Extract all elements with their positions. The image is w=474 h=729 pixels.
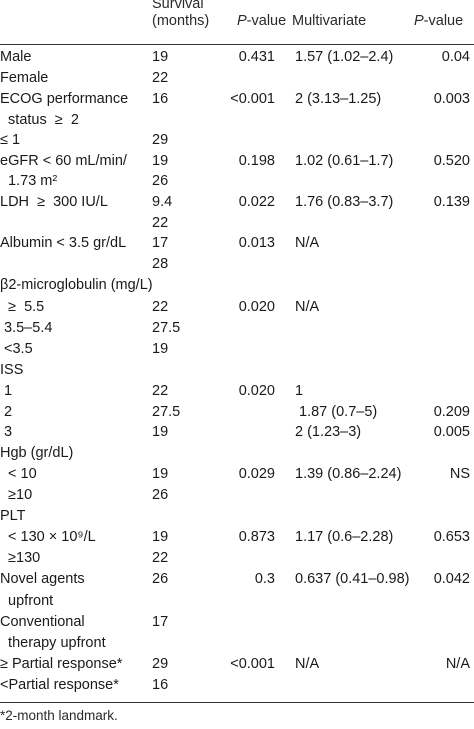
row-label: < 10 <box>0 466 37 482</box>
row-multivariate: 1 <box>295 383 304 399</box>
row-multivariate: 1.17 (0.6–2.28) <box>295 529 394 545</box>
row-survival: 22 <box>152 383 169 399</box>
row-pvalue: <0.001 <box>230 656 275 672</box>
row-pvalue-2: 0.003 <box>433 91 470 107</box>
row-pvalue-2: 0.653 <box>433 529 470 545</box>
header-multivariate: Multivariate <box>292 13 367 29</box>
row-pvalue: <0.001 <box>230 91 275 107</box>
row-label: ≥ 5.5 <box>0 299 45 315</box>
row-pvalue-2: 0.04 <box>441 49 470 65</box>
row-pvalue: 0.013 <box>238 235 275 251</box>
row-survival: 17 <box>152 614 169 630</box>
row-label: ≥ Partial response* <box>0 656 123 672</box>
row-survival: 28 <box>152 256 169 272</box>
header-pvalue-1-italic: P <box>237 13 247 29</box>
row-survival: 17 <box>152 235 169 251</box>
header-survival: Survival (months) <box>152 0 210 29</box>
row-pvalue: 0.020 <box>238 383 275 399</box>
row-label: <Partial response* <box>0 677 119 693</box>
row-multivariate: 1.76 (0.83–3.7) <box>295 194 394 210</box>
row-survival: 26 <box>152 571 169 587</box>
row-pvalue: 0.020 <box>238 299 275 315</box>
row-pvalue-2: 0.520 <box>433 153 470 169</box>
row-label: Male <box>0 49 32 65</box>
table-footnote: *2-month landmark. <box>0 708 118 723</box>
header-pvalue-2: P-value <box>414 12 463 30</box>
row-label: 1.73 m² <box>0 173 58 189</box>
row-pvalue-2: 0.005 <box>433 424 470 440</box>
row-label: Novel agents <box>0 571 85 587</box>
row-pvalue-2: N/A <box>445 656 470 672</box>
row-survival: 19 <box>152 153 169 169</box>
row-pvalue: 0.431 <box>238 49 275 65</box>
row-multivariate: 1.39 (0.86–2.24) <box>295 466 402 482</box>
row-survival: 9.4 <box>152 194 173 210</box>
row-survival: 27.5 <box>152 320 181 336</box>
row-multivariate: 2 (1.23–3) <box>295 424 362 440</box>
row-multivariate: 1.02 (0.61–1.7) <box>295 153 394 169</box>
header-pvalue-2-rest: -value <box>423 13 464 29</box>
header-pvalue-1: P-value <box>237 12 286 30</box>
row-multivariate: 2 (3.13–1.25) <box>295 91 382 107</box>
row-multivariate: 0.637 (0.41–0.98) <box>295 571 410 587</box>
row-label: Female <box>0 70 49 86</box>
row-label: 3.5–5.4 <box>0 320 53 336</box>
row-survival: 19 <box>152 529 169 545</box>
row-label: 2 <box>0 404 13 420</box>
row-label: Albumin < 3.5 gr/dL <box>0 235 127 251</box>
row-pvalue-2: 0.042 <box>433 571 470 587</box>
row-survival: 29 <box>152 132 169 148</box>
row-survival: 16 <box>152 677 169 693</box>
row-pvalue-2: NS <box>449 466 470 482</box>
row-label: ≤ 1 <box>0 132 21 148</box>
row-label: ISS <box>0 362 24 378</box>
row-label: Conventional <box>0 614 85 630</box>
row-pvalue: 0.022 <box>238 194 275 210</box>
row-label: status ≥ 2 <box>0 112 79 128</box>
row-pvalue-2: 0.209 <box>433 404 470 420</box>
row-label: Hgb (gr/dL) <box>0 445 74 461</box>
table-top-rule <box>0 44 474 45</box>
row-survival: 22 <box>152 215 169 231</box>
row-survival: 19 <box>152 466 169 482</box>
row-multivariate: 1.87 (0.7–5) <box>295 404 378 420</box>
row-survival: 29 <box>152 656 169 672</box>
row-pvalue: 0.198 <box>238 153 275 169</box>
row-label: LDH ≥ 300 IU/L <box>0 194 108 210</box>
row-survival: 19 <box>152 341 169 357</box>
row-label: ≥130 <box>0 550 41 566</box>
row-pvalue: 0.3 <box>254 571 275 587</box>
row-label: eGFR < 60 mL/min/ <box>0 153 127 169</box>
row-survival: 22 <box>152 299 169 315</box>
row-survival: 22 <box>152 550 169 566</box>
row-label: PLT <box>0 508 26 524</box>
row-survival: 19 <box>152 424 169 440</box>
row-label: ECOG performance <box>0 91 129 107</box>
row-multivariate: 1.57 (1.02–2.4) <box>295 49 394 65</box>
row-survival: 22 <box>152 70 169 86</box>
row-survival: 16 <box>152 91 169 107</box>
row-label: <3.5 <box>0 341 33 357</box>
row-pvalue-2: 0.139 <box>433 194 470 210</box>
row-label: 1 <box>0 383 13 399</box>
row-multivariate: N/A <box>295 656 320 672</box>
row-multivariate: N/A <box>295 299 320 315</box>
row-survival: 26 <box>152 487 169 503</box>
table-bottom-rule <box>0 702 474 703</box>
row-label: ≥10 <box>0 487 33 503</box>
row-label: upfront <box>0 593 54 609</box>
row-label: < 130 × 10⁹/L <box>0 529 96 545</box>
row-survival: 26 <box>152 173 169 189</box>
row-label: 3 <box>0 424 13 440</box>
header-pvalue-2-italic: P <box>414 13 424 29</box>
header-pvalue-1-rest: -value <box>246 13 287 29</box>
row-label: therapy upfront <box>0 635 106 651</box>
row-pvalue: 0.873 <box>238 529 275 545</box>
row-multivariate: N/A <box>295 235 320 251</box>
row-label: β2-microglobulin (mg/L) <box>0 277 153 293</box>
row-survival: 19 <box>152 49 169 65</box>
row-survival: 27.5 <box>152 404 181 420</box>
row-pvalue: 0.029 <box>238 466 275 482</box>
